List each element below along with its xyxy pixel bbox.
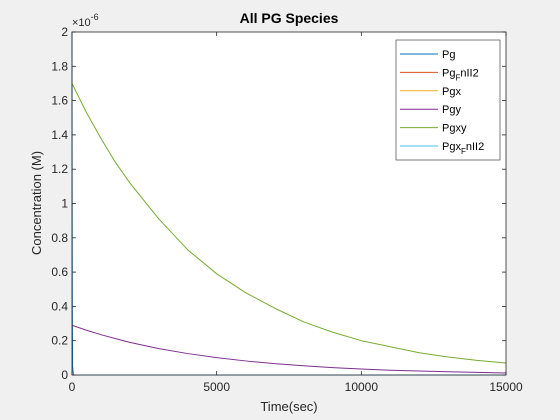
x-tick-label: 0 <box>69 380 76 394</box>
y-tick-label: 0.6 <box>51 265 68 279</box>
chart-title: All PG Species <box>240 10 339 26</box>
tick-layer: 0 5000 10000 15000 0 0.2 0.4 0.6 0.8 1 1.2 1.4 1.6 1.… <box>51 25 523 394</box>
x-tick-label: 15000 <box>489 380 523 394</box>
y-exponent-mult: ×10 <box>72 17 91 29</box>
y-tick-label: 1.8 <box>51 59 68 73</box>
series-line-4 <box>71 324 507 374</box>
legend-entry: PgxFnII2 <box>442 141 484 156</box>
legend-entry: Pgxy <box>442 123 467 135</box>
y-tick-label: 0.4 <box>51 299 68 313</box>
y-tick-label: 0 <box>61 368 68 382</box>
legend-entry: Pgy <box>442 104 461 116</box>
y-tick-label: 1.6 <box>51 94 68 108</box>
x-tick-label: 10000 <box>345 380 379 394</box>
legend-box <box>395 39 501 161</box>
y-tick-label: 0.2 <box>51 334 68 348</box>
legend-entry: Pgx <box>442 86 461 98</box>
y-tick-label: 1.4 <box>51 128 68 142</box>
x-tick-label: 5000 <box>203 380 230 394</box>
y-tick-label: 2 <box>61 25 68 39</box>
legend-entry: Pg <box>442 49 455 61</box>
y-axis-label: Concentration (M) <box>29 151 44 255</box>
series-line-5 <box>71 83 507 364</box>
legend: Pg PgFnII2 Pgx Pgy Pgxy PgxFnII2 <box>395 39 501 161</box>
y-tick-label: 1.2 <box>51 162 68 176</box>
y-tick-label: 0.8 <box>51 231 68 245</box>
y-tick-label: 1 <box>61 197 68 211</box>
legend-entry: PgFnII2 <box>442 67 479 82</box>
x-axis-label: Time(sec) <box>260 399 317 414</box>
y-exponent-base: ×10-6 <box>72 12 99 29</box>
y-exponent-power: -6 <box>91 12 99 22</box>
